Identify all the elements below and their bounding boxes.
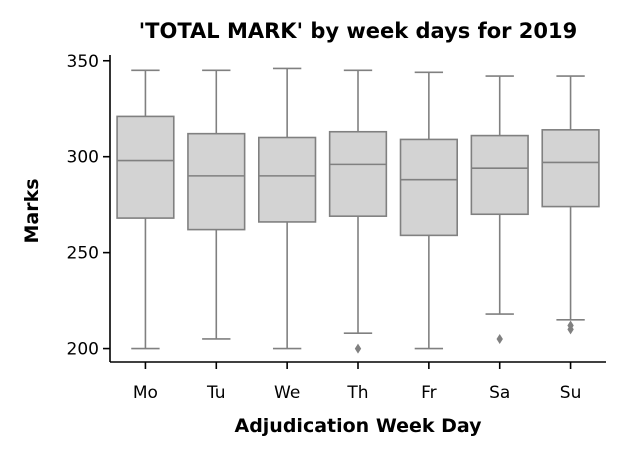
- x-tick-label-su: Su: [560, 383, 582, 403]
- box-mo: [116, 115, 175, 219]
- y-tick-label-250: 250: [67, 244, 99, 264]
- box-we: [257, 136, 317, 223]
- y-tick-label-300: 300: [67, 148, 99, 168]
- outlier-sa-0: [496, 333, 503, 344]
- y-axis-label: Marks: [21, 178, 43, 243]
- x-tick-label-mo: Mo: [133, 383, 158, 403]
- x-tick-label-we: We: [274, 383, 300, 403]
- x-tick-label-fr: Fr: [421, 383, 437, 403]
- outlier-su-1: [567, 320, 574, 331]
- x-tick-label-tu: Tu: [206, 383, 226, 403]
- box-th: [328, 130, 388, 217]
- y-tick-label-350: 350: [67, 52, 99, 72]
- plot-area: 200 250 300 350 Mo Tu We Th Fr Sa Su: [67, 52, 606, 403]
- outlier-th-0: [354, 343, 362, 354]
- chart-title: 'TOTAL MARK' by week days for 2019: [139, 19, 578, 43]
- y-tick-label-200: 200: [67, 340, 99, 360]
- box-fr: [399, 138, 458, 237]
- box-su: [541, 129, 600, 208]
- box-sa: [470, 134, 529, 216]
- box-tu: [187, 132, 246, 231]
- x-tick-label-th: Th: [346, 383, 368, 403]
- x-axis-label: Adjudication Week Day: [234, 415, 482, 437]
- x-tick-label-sa: Sa: [489, 383, 510, 403]
